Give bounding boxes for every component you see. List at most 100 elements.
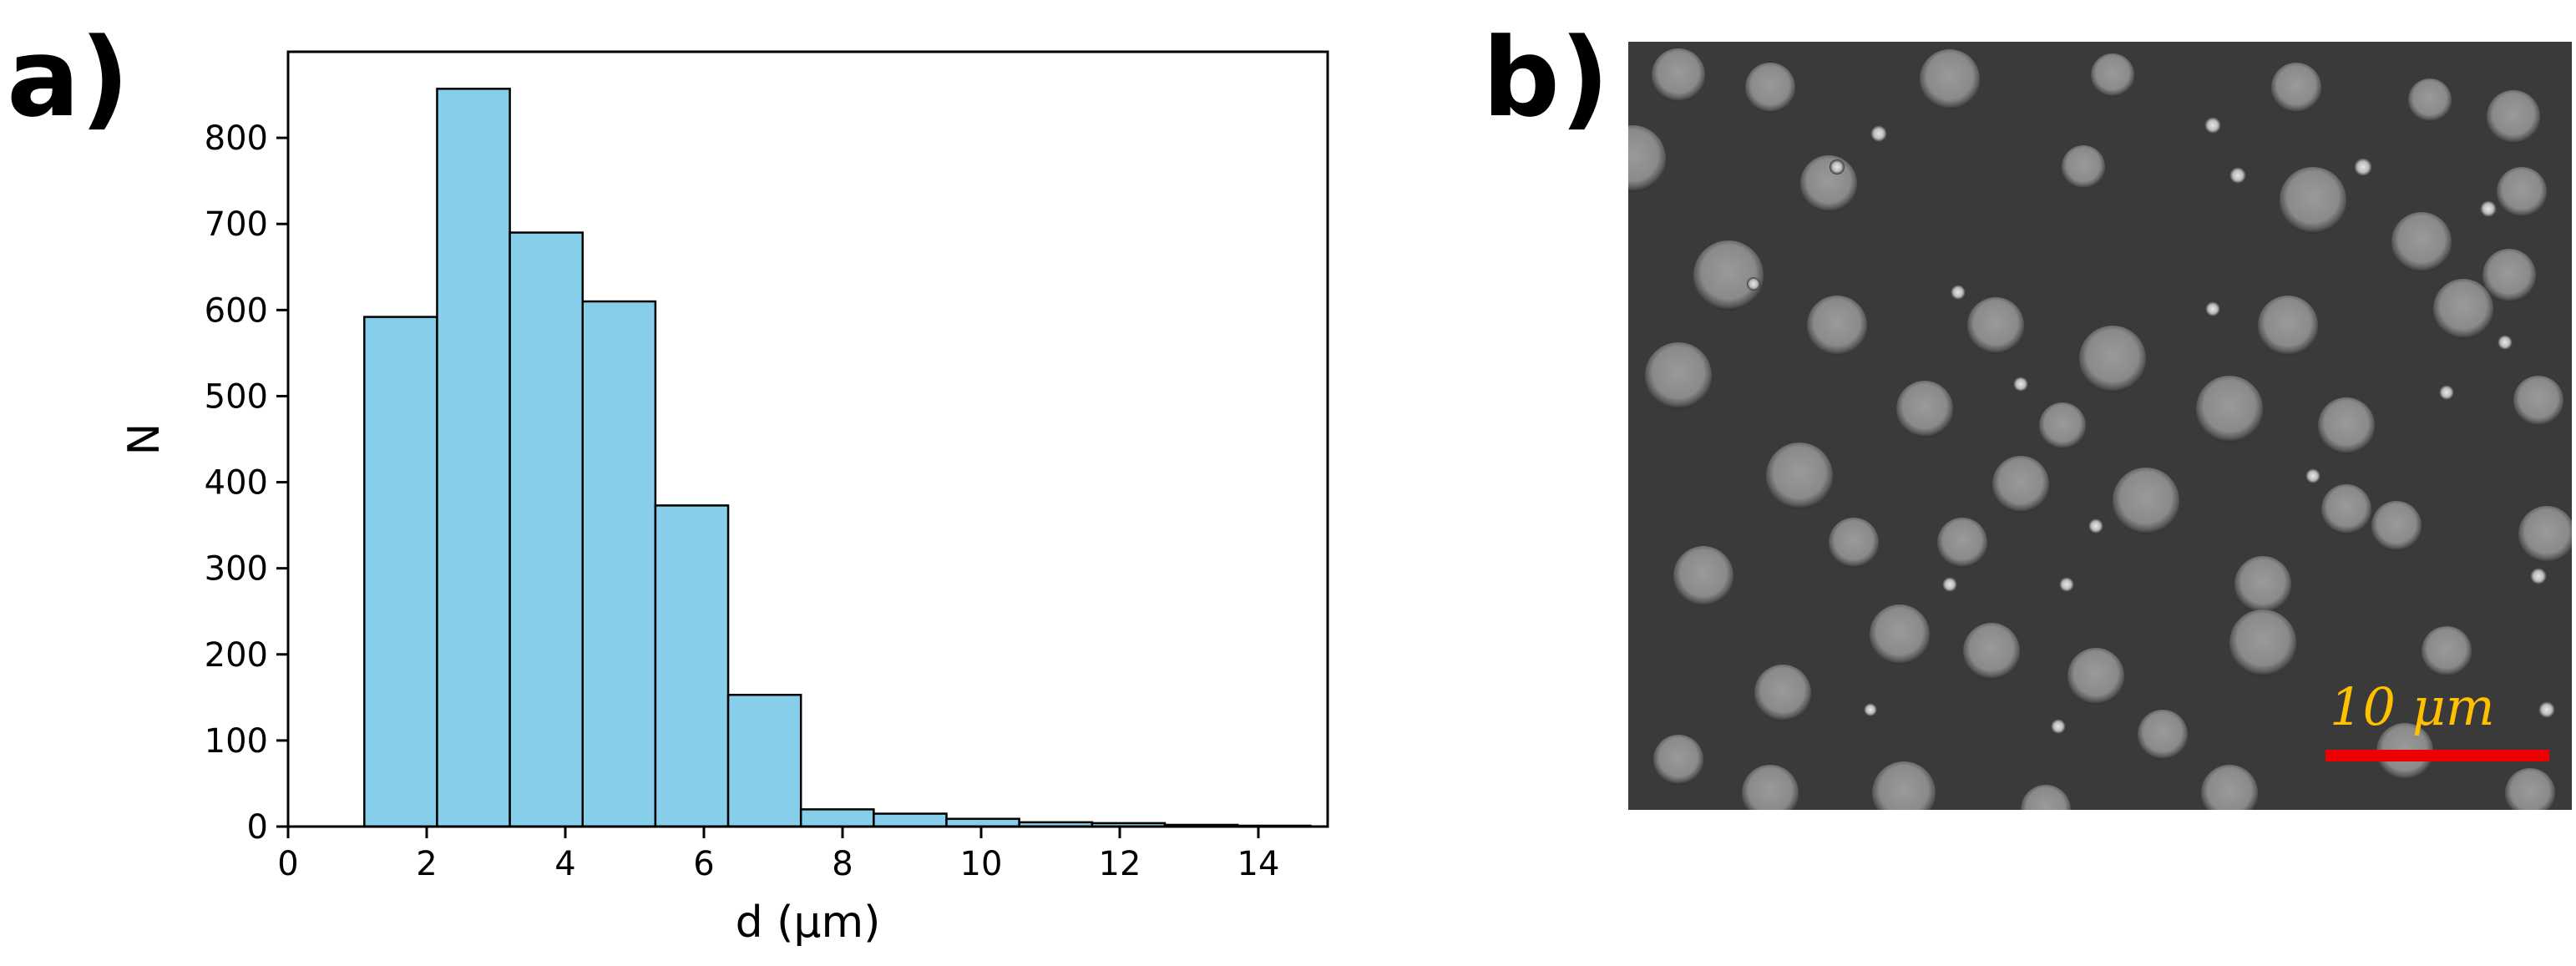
particle (1754, 665, 1811, 721)
small-particle (2051, 719, 2066, 734)
small-particle (2088, 518, 2103, 534)
small-particle (1830, 159, 1845, 174)
particle (1645, 342, 1712, 409)
scale-bar (2325, 750, 2549, 761)
micrograph-image: 10 μm (1599, 42, 2575, 835)
y-tick-label: 700 (205, 205, 268, 244)
small-particle (1942, 577, 1957, 592)
particle (2079, 326, 2146, 392)
particle (2039, 402, 2086, 449)
particle (2113, 468, 2179, 534)
particle (2518, 506, 2575, 563)
particle (1652, 48, 1705, 102)
small-particle (2354, 158, 2372, 176)
particle (1870, 604, 1930, 665)
particle (2318, 397, 2375, 454)
small-particle (2498, 335, 2513, 350)
y-tick-label: 0 (247, 808, 268, 847)
histogram-bar (873, 812, 948, 828)
x-tick-label: 0 (277, 845, 298, 883)
y-tick-label: 100 (205, 722, 268, 761)
y-tick-label: 500 (205, 377, 268, 416)
particle (2229, 609, 2296, 676)
histogram-bar (799, 808, 875, 828)
particle (1937, 518, 1987, 568)
particle (2138, 710, 2188, 760)
x-tick-label: 8 (832, 845, 853, 883)
particle (2067, 648, 2124, 705)
particle (1599, 125, 1666, 192)
particle (1829, 518, 1879, 568)
small-particle (1864, 703, 1877, 716)
particle (2505, 768, 2555, 818)
particle (1742, 765, 1799, 822)
particle (2321, 484, 2371, 534)
particle (1967, 297, 2024, 354)
particle (2482, 249, 2536, 302)
particle (2513, 376, 2563, 426)
panel-label-a: a) (7, 14, 130, 141)
particle (2280, 167, 2346, 234)
particle (1673, 546, 1733, 606)
particle (2271, 63, 2321, 113)
particle (1992, 456, 2049, 513)
particle (1963, 623, 2020, 680)
particle (2201, 765, 2258, 822)
particle (1766, 443, 1833, 509)
small-particle (1951, 285, 1966, 300)
particle (1896, 381, 1953, 437)
small-particle (2530, 568, 2547, 584)
y-tick-label: 200 (205, 636, 268, 675)
small-particle (2305, 468, 2320, 483)
particle (2258, 296, 2318, 356)
small-particle (2013, 377, 2028, 392)
x-tick-label: 6 (693, 845, 714, 883)
particle (2391, 212, 2452, 272)
particle (2497, 167, 2547, 217)
small-particle (2059, 577, 2074, 592)
particle (1653, 735, 1703, 785)
x-tick-label: 2 (416, 845, 437, 883)
y-axis-ticks: 0 100 200 300 400 500 600 700 800 (205, 119, 288, 847)
histogram-bar (581, 300, 657, 828)
particle (2091, 53, 2134, 97)
small-particle (2205, 301, 2220, 316)
small-particle (2204, 117, 2221, 134)
small-particle (1870, 125, 1887, 142)
particle (1872, 761, 1936, 825)
micrograph-particles (1599, 42, 2575, 835)
histogram-bars (363, 88, 1312, 828)
y-axis-label: N (119, 423, 170, 456)
histogram-bar (509, 231, 584, 828)
particle (2422, 626, 2472, 676)
particle (1800, 155, 1857, 212)
y-tick-label: 600 (205, 291, 268, 330)
y-tick-label: 400 (205, 464, 268, 503)
y-tick-label: 800 (205, 119, 268, 158)
particle (2487, 90, 2540, 144)
histogram-bar (654, 504, 730, 828)
particle (2021, 785, 2071, 835)
x-tick-label: 4 (554, 845, 575, 883)
particle (1920, 49, 1980, 109)
particle (2196, 376, 2263, 443)
particle (2433, 279, 2493, 339)
x-axis-ticks: 0 2 4 6 8 10 12 14 (277, 827, 1279, 883)
x-tick-label: 10 (960, 845, 1003, 883)
particle (1807, 296, 1867, 356)
particle (1693, 240, 1764, 311)
particle (2371, 501, 2422, 551)
histogram-chart: 0 2 4 6 8 10 12 14 0 100 200 300 400 500 600 700 800 d … (119, 50, 1329, 948)
scale-bar-label: 10 μm (2330, 676, 2495, 737)
y-tick-label: 300 (205, 550, 268, 589)
histogram-bar (726, 693, 802, 828)
small-particle (1747, 277, 1760, 291)
histogram-bar (436, 88, 511, 828)
x-tick-label: 12 (1099, 845, 1141, 883)
small-particle (2538, 701, 2555, 718)
histogram-bar (363, 316, 438, 828)
plot-frame (286, 50, 1329, 828)
particle (2408, 78, 2452, 122)
x-tick-label: 14 (1237, 845, 1280, 883)
particle (1745, 63, 1795, 113)
